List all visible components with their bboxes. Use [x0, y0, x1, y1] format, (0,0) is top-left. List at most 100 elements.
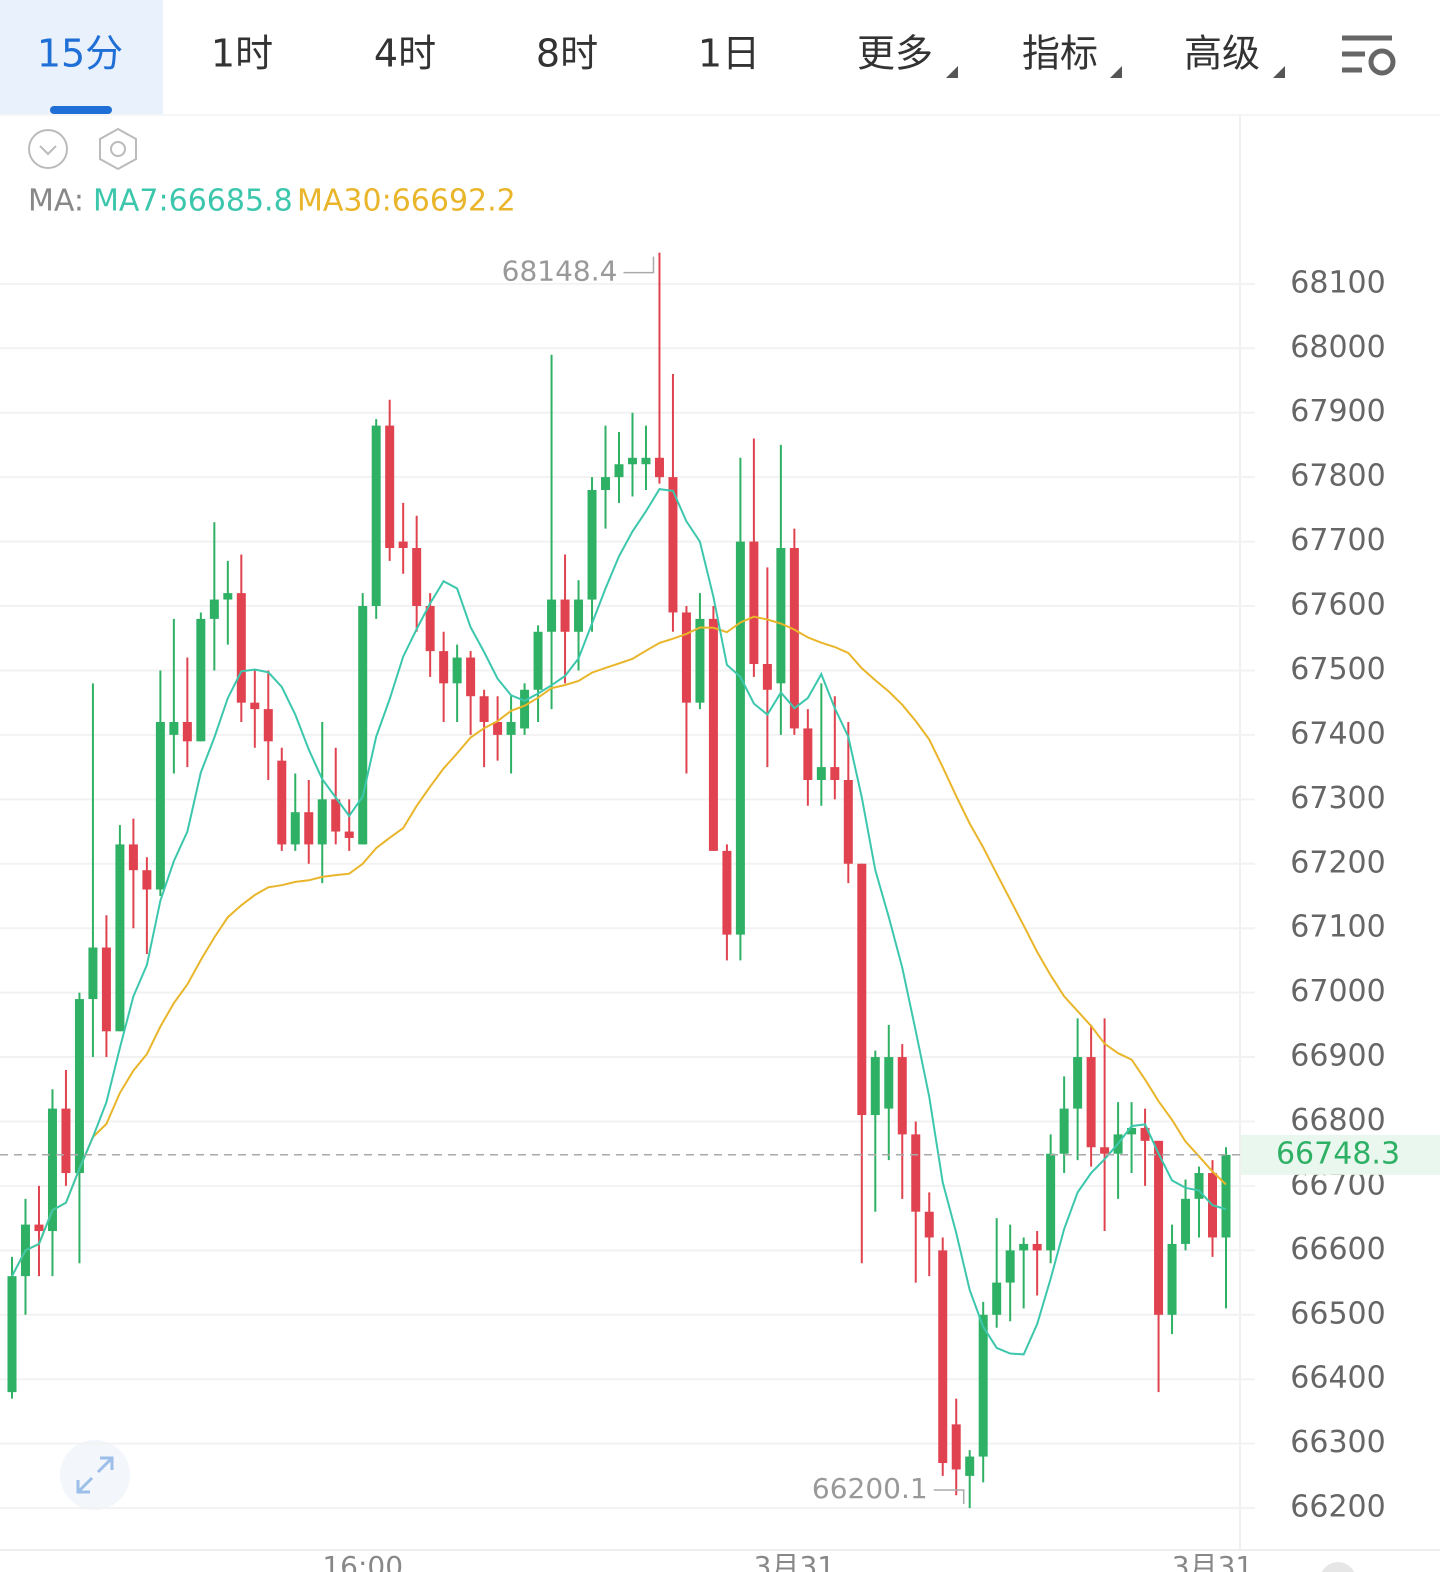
candle-body [1032, 1243, 1042, 1251]
active-tab-bg [0, 0, 163, 114]
candle-body [1005, 1250, 1015, 1283]
scroll-button[interactable] [1320, 1562, 1356, 1572]
last-price-label: 66748.3 [1276, 1136, 1400, 1171]
candle-body [884, 1057, 894, 1109]
tab[interactable]: 高级 [1184, 32, 1260, 76]
candle-body [1046, 1153, 1056, 1251]
candle-body [1194, 1173, 1204, 1199]
y-tick-label: 66500 [1290, 1296, 1385, 1331]
y-tick-label: 66300 [1290, 1425, 1385, 1460]
candle-body [1100, 1147, 1110, 1154]
y-tick-label: 66900 [1290, 1039, 1385, 1074]
y-tick-label: 67900 [1290, 394, 1385, 429]
candle-body [547, 599, 557, 632]
candle-body [762, 663, 772, 690]
tab[interactable]: 指标 [1022, 32, 1098, 76]
candle-body [870, 1057, 880, 1116]
candle-body [789, 548, 799, 729]
candle-body [1140, 1127, 1150, 1141]
y-tick-label: 67800 [1290, 459, 1385, 494]
candle-body [223, 593, 233, 600]
candle-body [830, 767, 840, 780]
y-tick-label: 67200 [1290, 845, 1385, 880]
tab[interactable]: 1时 [211, 32, 273, 76]
candle-body [128, 844, 138, 871]
y-tick-label: 67000 [1290, 974, 1385, 1009]
high-leader [623, 256, 655, 274]
candle-body [776, 548, 786, 684]
y-tick-label: 67700 [1290, 523, 1385, 558]
tab[interactable]: 4时 [374, 32, 436, 76]
tab[interactable]: 1日 [698, 32, 760, 76]
ma7-line [11, 488, 1227, 1356]
candle-body [1019, 1243, 1029, 1251]
candle-body [574, 599, 584, 632]
candle-body [695, 618, 705, 703]
candle-body [601, 477, 611, 491]
candle-body [358, 606, 368, 845]
y-tick-label: 66400 [1290, 1361, 1385, 1396]
candle-body [803, 728, 813, 780]
settings-icon[interactable] [1342, 35, 1396, 76]
candle-body [466, 657, 476, 697]
candle-body [533, 631, 543, 690]
y-tick-label: 66200 [1290, 1490, 1385, 1525]
candle-body [34, 1224, 44, 1232]
x-tick-label: 3月31 [754, 1550, 835, 1572]
y-tick-label: 68100 [1290, 265, 1385, 300]
tab[interactable]: 8时 [536, 32, 598, 76]
candle-body [101, 947, 111, 1032]
candle-body [587, 490, 597, 600]
candle-body [520, 689, 530, 729]
candle-body [641, 457, 651, 465]
candle-body [277, 760, 287, 845]
y-tick-label: 67300 [1290, 781, 1385, 816]
y-tick-label: 68000 [1290, 330, 1385, 365]
candle-body [142, 870, 152, 890]
candle-body [897, 1057, 907, 1135]
candle-body [1221, 1154, 1231, 1238]
candle-body [169, 721, 179, 735]
candle-body [668, 477, 678, 613]
collapse-icon[interactable] [28, 129, 68, 169]
candle-body [1167, 1243, 1177, 1315]
candle-body [708, 618, 718, 851]
candle-body [1059, 1108, 1069, 1154]
candle-body [506, 721, 516, 735]
candle-body [1181, 1198, 1191, 1244]
x-tick-label: 3月31 [1172, 1550, 1253, 1572]
candle-body [331, 799, 341, 832]
tab[interactable]: 更多 [857, 32, 933, 76]
candle-body [951, 1424, 961, 1470]
candle-body [614, 464, 624, 478]
candle-body [843, 779, 853, 864]
tab[interactable]: 15分 [37, 32, 123, 76]
candle-body [992, 1282, 1002, 1315]
candle-body [344, 831, 354, 838]
candle-body [47, 1108, 57, 1232]
candle-body [911, 1134, 921, 1212]
candle-body [88, 947, 98, 1000]
candle-body [857, 863, 867, 1116]
candle-body [749, 541, 759, 664]
fullscreen-icon [76, 1456, 114, 1494]
candle-body [304, 812, 314, 845]
candle-body [61, 1108, 71, 1174]
fullscreen-button[interactable] [60, 1440, 130, 1510]
settings-hex-icon[interactable] [99, 127, 137, 171]
candle-body [155, 721, 165, 890]
candle-body [1127, 1127, 1137, 1135]
candle-body [681, 612, 691, 703]
candle-body [978, 1314, 988, 1457]
y-tick-label: 67400 [1290, 716, 1385, 751]
candle-body [735, 541, 745, 935]
candle-body [1073, 1057, 1083, 1109]
dropdown-arrows [946, 66, 1285, 78]
candle-body [924, 1211, 934, 1238]
y-tick-label: 67100 [1290, 910, 1385, 945]
candle-body [74, 999, 84, 1174]
low-leader [933, 1489, 965, 1505]
candle-body [115, 844, 125, 1032]
candle-body [493, 721, 503, 735]
